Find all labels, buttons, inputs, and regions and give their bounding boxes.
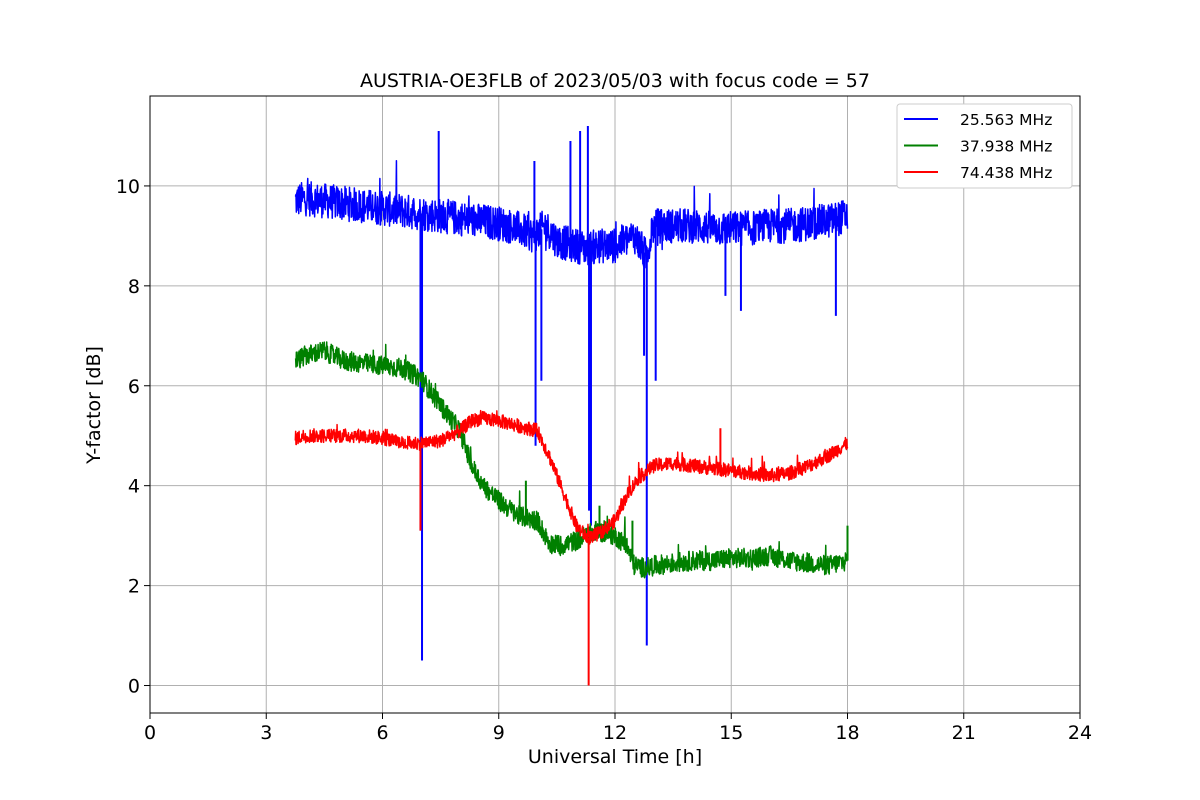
series-group [294, 125, 849, 661]
legend-label: 74.438 MHz [960, 164, 1052, 182]
series-line [294, 341, 849, 579]
x-tick-label: 3 [260, 722, 272, 744]
y-tick-label: 8 [128, 276, 140, 298]
y-tick-label: 2 [128, 576, 140, 598]
x-axis-title: Universal Time [h] [528, 746, 702, 768]
legend-label: 25.563 MHz [960, 111, 1052, 129]
series-group [294, 409, 849, 686]
x-tick-label: 0 [144, 722, 156, 744]
legend-label: 37.938 MHz [960, 138, 1052, 156]
x-tick-label: 9 [493, 722, 505, 744]
x-tick-label: 21 [952, 722, 976, 744]
x-tick-label: 18 [835, 722, 859, 744]
legend: 25.563 MHz 37.938 MHz 74.438 MHz [896, 103, 1073, 189]
chart-title: AUSTRIA-OE3FLB of 2023/05/03 with focus … [360, 70, 870, 92]
series-layer [294, 125, 849, 686]
y-tick-label: 0 [128, 676, 140, 698]
y-tick-label: 10 [116, 176, 140, 198]
legend-box [896, 103, 1073, 189]
y-axis-title: Y-factor [dB] [83, 346, 105, 465]
y-tick-label: 6 [128, 376, 140, 398]
series-line [294, 409, 849, 545]
x-tick-label: 6 [376, 722, 388, 744]
x-tick-label: 24 [1068, 722, 1092, 744]
y-tick-label: 4 [128, 476, 140, 498]
series-group [294, 341, 849, 579]
series-line [294, 160, 849, 269]
x-tick-label: 12 [603, 722, 627, 744]
x-tick-label: 15 [719, 722, 743, 744]
